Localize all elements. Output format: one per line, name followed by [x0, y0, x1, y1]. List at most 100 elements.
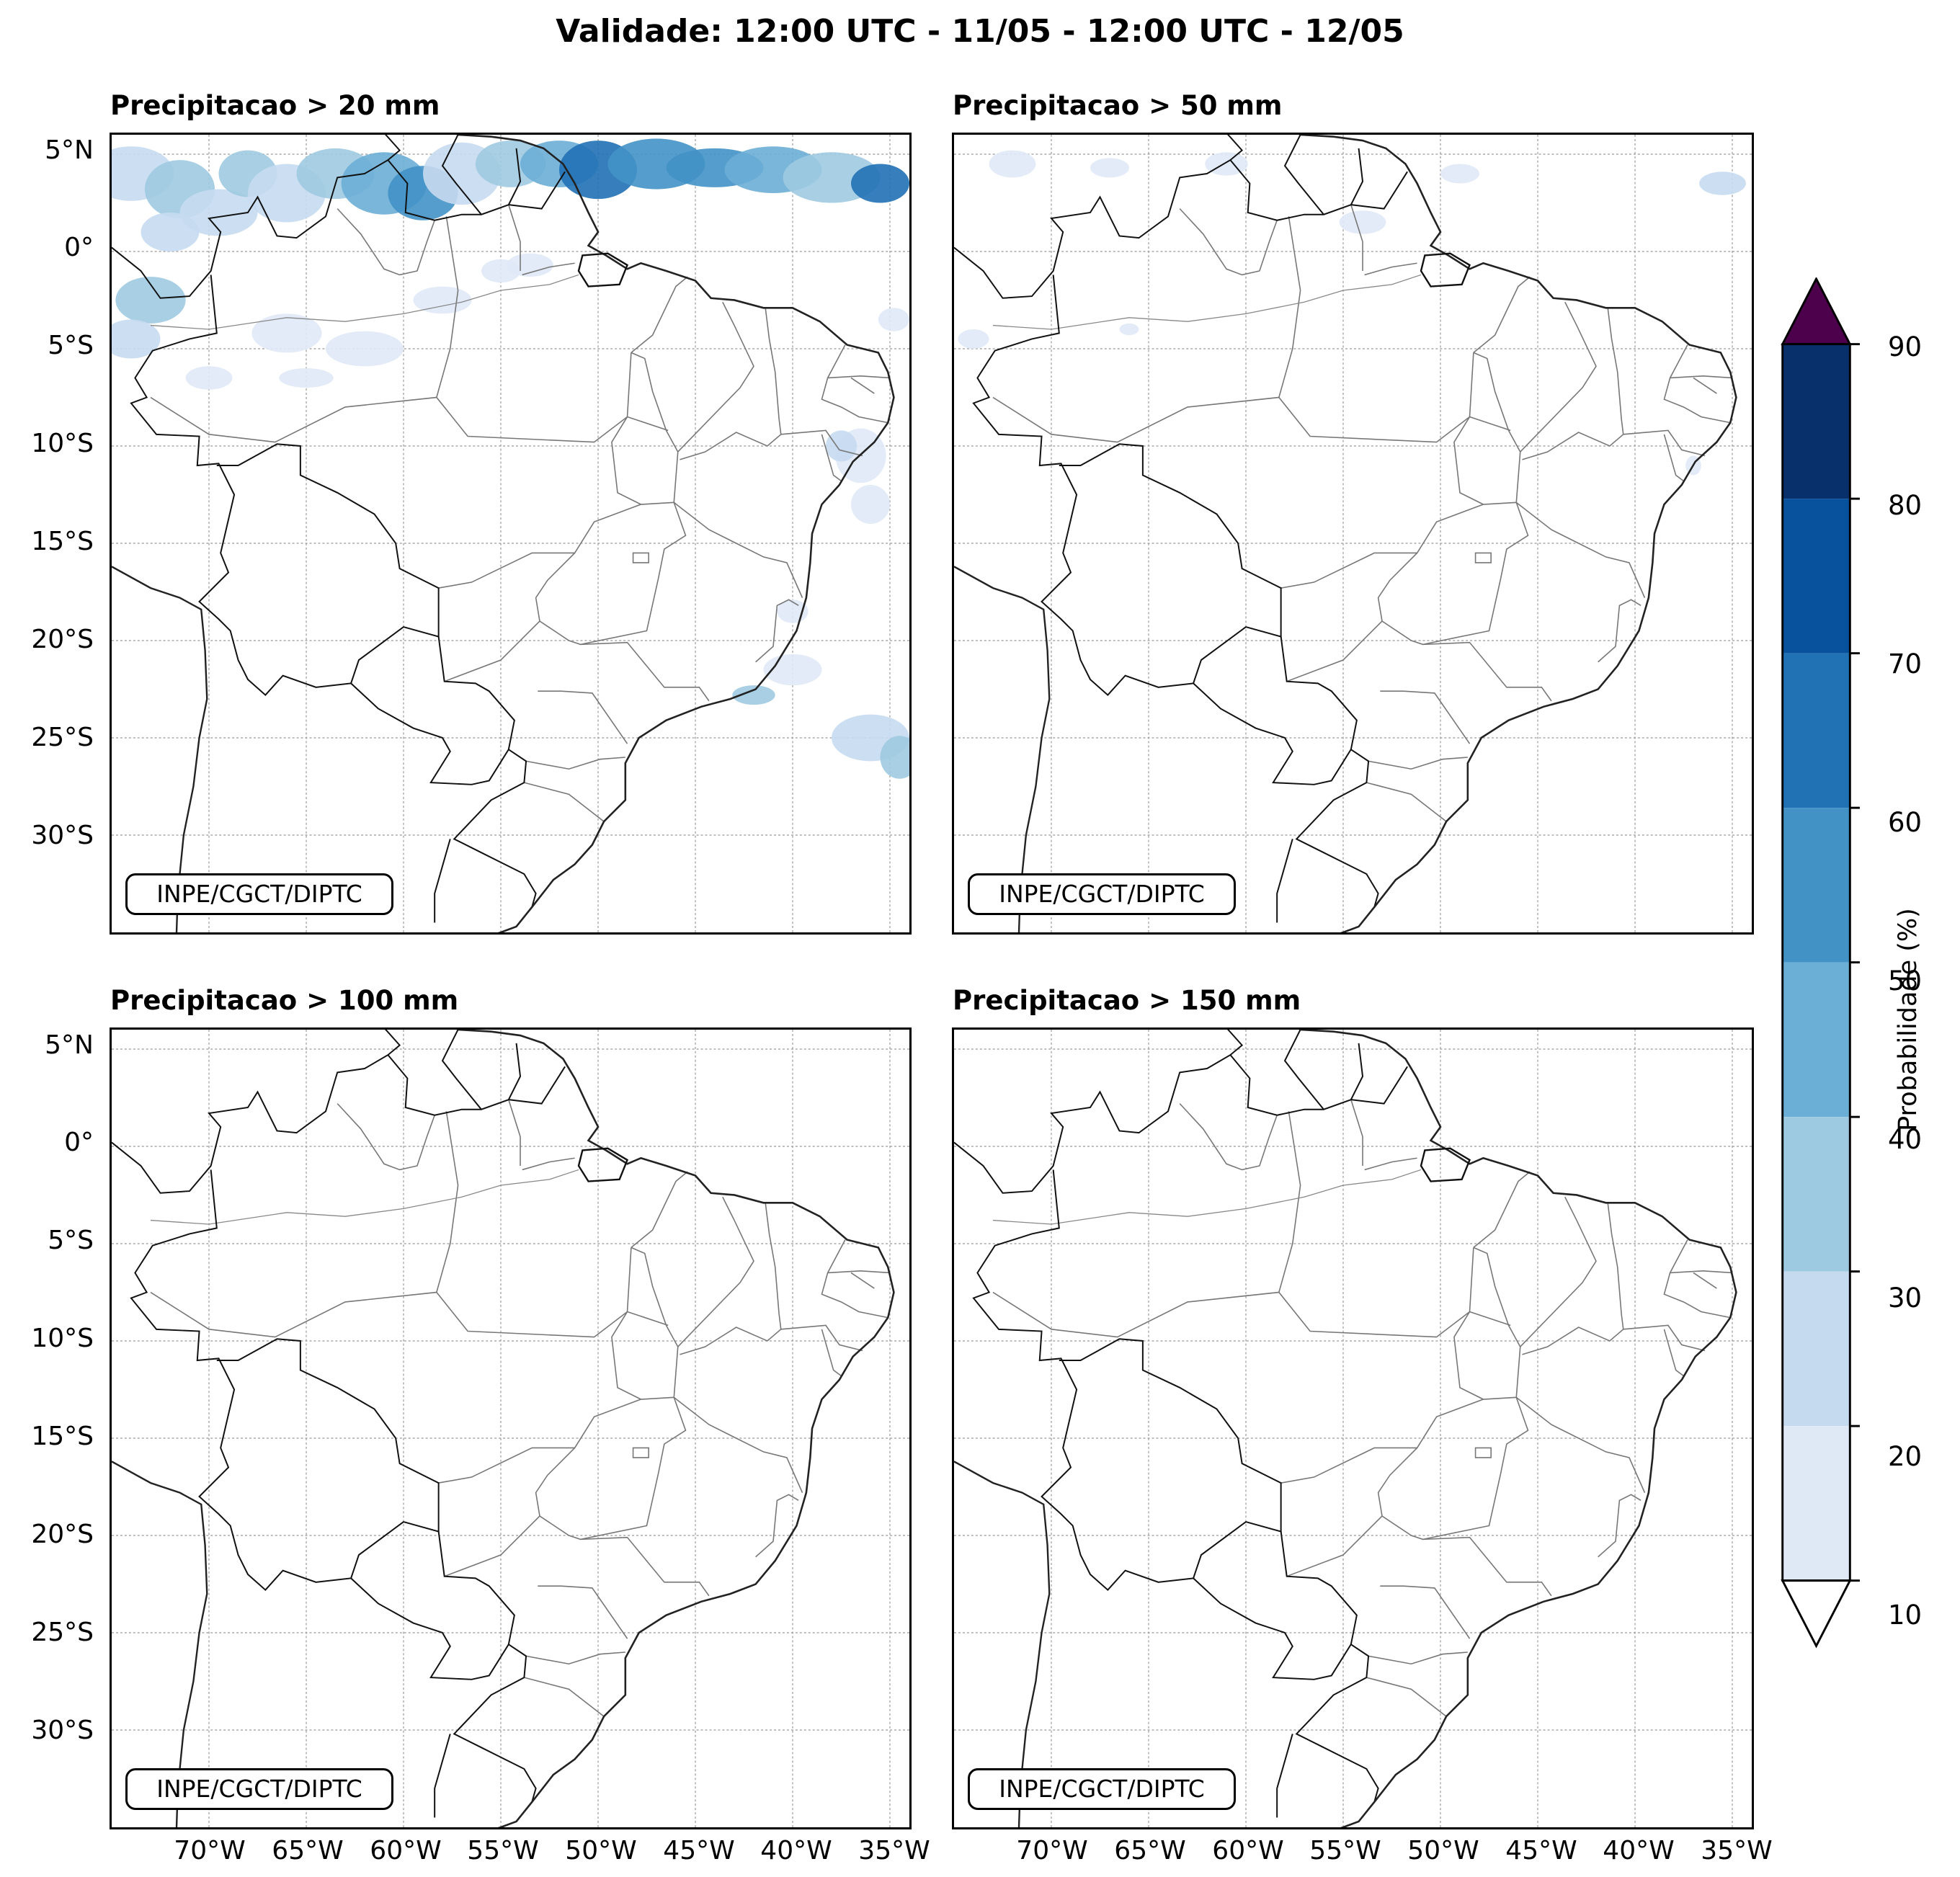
state-border	[677, 301, 754, 452]
colorbar-over-arrow	[1781, 277, 1852, 346]
rain-probability-area	[851, 164, 909, 203]
state-border	[1520, 1196, 1597, 1347]
state-border	[1280, 552, 1417, 589]
state-border	[1179, 208, 1278, 276]
rain-probability-area	[880, 736, 909, 779]
state-border	[821, 344, 888, 424]
lon-label: 65°W	[1114, 1836, 1186, 1865]
state-border	[436, 1111, 459, 1293]
state-border	[150, 274, 579, 330]
state-border	[780, 1324, 863, 1352]
colorbar-tick: 50	[1888, 966, 1923, 997]
state-border	[444, 1515, 540, 1577]
graticule	[112, 1030, 909, 1827]
colorbar	[1781, 277, 1860, 1649]
map-canvas	[954, 135, 1752, 932]
lat-label: 30°S	[31, 821, 94, 850]
rain-probability-area	[1440, 164, 1479, 184]
state-border	[827, 1270, 891, 1274]
panel-title-150mm: Precipitacao > 150 mm	[953, 985, 1301, 1016]
lat-label: 20°S	[31, 625, 94, 654]
country-border	[1193, 636, 1358, 785]
state-border	[1663, 1239, 1731, 1319]
state-border	[780, 429, 863, 457]
marajo-island	[577, 252, 629, 287]
country-border	[1295, 1644, 1379, 1803]
marajo-island	[1420, 1147, 1471, 1182]
state-border	[632, 1447, 649, 1458]
rain-probability-area	[1205, 152, 1248, 176]
lat-label: 15°S	[31, 1422, 94, 1451]
state-border	[1286, 620, 1383, 682]
rain-probability-area	[251, 313, 322, 353]
country-border	[130, 275, 440, 696]
colorbar-segment	[1782, 1426, 1850, 1581]
state-border	[444, 620, 540, 682]
state-border	[1670, 1270, 1733, 1274]
colorbar-segment	[1782, 1271, 1850, 1427]
state-border	[525, 757, 625, 770]
rain-probability-area	[1090, 158, 1129, 178]
credit-badge: INPE/CGCT/DIPTC	[968, 873, 1236, 915]
country-border	[350, 636, 515, 785]
state-border	[1453, 352, 1521, 505]
state-border	[436, 216, 459, 398]
state-border	[1663, 434, 1684, 482]
state-border	[1350, 204, 1363, 271]
lon-label: 40°W	[760, 1836, 832, 1865]
state-border	[438, 1447, 575, 1484]
country-border	[434, 839, 451, 923]
graticule	[112, 135, 909, 932]
country-border	[387, 148, 522, 221]
state-border	[1380, 1585, 1471, 1639]
lon-label: 45°W	[1505, 1836, 1577, 1865]
lat-label: 10°S	[31, 429, 94, 458]
state-border	[827, 375, 891, 379]
rain-probability-area	[1699, 171, 1746, 195]
lat-label: 5°S	[48, 331, 94, 360]
state-border	[673, 1396, 803, 1493]
state-border	[611, 1247, 679, 1400]
country-border	[954, 135, 1244, 299]
state-border	[1474, 552, 1492, 563]
country-border	[1283, 135, 1324, 215]
lon-label: 60°W	[1212, 1836, 1284, 1865]
graticule	[954, 135, 1752, 932]
coastline	[456, 135, 895, 932]
lon-label: 40°W	[1603, 1836, 1675, 1865]
state-border	[992, 1169, 1422, 1225]
state-border	[1598, 1494, 1642, 1558]
country-border	[1350, 1066, 1408, 1105]
state-border	[631, 276, 688, 353]
rain-probability-area	[878, 308, 909, 331]
map-panel-20mm: INPE/CGCT/DIPTC	[110, 133, 912, 935]
lon-label: 35°W	[1701, 1836, 1773, 1865]
state-border	[508, 1099, 521, 1166]
coastline	[1298, 1030, 1737, 1827]
coastline-and-borders	[112, 135, 895, 932]
state-border	[524, 782, 605, 822]
lat-label: 5°N	[45, 135, 94, 165]
state-border	[1377, 502, 1529, 646]
lon-label: 50°W	[565, 1836, 637, 1865]
colorbar-tick: 20	[1888, 1441, 1923, 1472]
colorbar-label: Probabilidade (%)	[1894, 908, 1923, 1131]
lon-label: 60°W	[370, 1836, 442, 1865]
lon-label: 45°W	[663, 1836, 735, 1865]
colorbar-segment	[1782, 344, 1850, 499]
colorbar-segment	[1782, 653, 1850, 808]
colorbar-under-arrow	[1781, 1579, 1852, 1649]
lon-label: 55°W	[1309, 1836, 1381, 1865]
colorbar-tick: 90	[1888, 331, 1923, 362]
state-border	[1670, 375, 1733, 379]
colorbar-tick: 40	[1888, 1124, 1923, 1155]
state-border	[1515, 501, 1646, 598]
rain-probability-area	[141, 213, 200, 251]
lon-label: 55°W	[467, 1836, 539, 1865]
lon-label: 65°W	[272, 1836, 344, 1865]
state-border	[1422, 1536, 1552, 1597]
lat-label: 25°S	[31, 1618, 94, 1647]
lon-label: 70°W	[174, 1836, 246, 1865]
state-border	[1366, 1677, 1447, 1717]
rain-probability-area	[1119, 323, 1139, 336]
